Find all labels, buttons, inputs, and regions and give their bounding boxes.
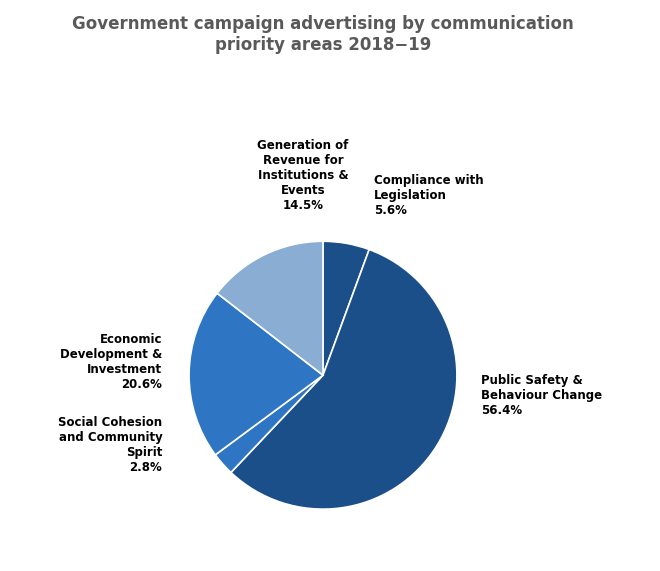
Wedge shape [217,242,323,375]
Text: Public Safety &
Behaviour Change
56.4%: Public Safety & Behaviour Change 56.4% [481,374,602,417]
Text: Social Cohesion
and Community
Spirit
2.8%: Social Cohesion and Community Spirit 2.8… [58,416,162,474]
Wedge shape [231,250,457,509]
Title: Government campaign advertising by communication
priority areas 2018−19: Government campaign advertising by commu… [72,15,574,54]
Text: Generation of
Revenue for
Institutions &
Events
14.5%: Generation of Revenue for Institutions &… [257,139,348,212]
Text: Economic
Development &
Investment
20.6%: Economic Development & Investment 20.6% [60,333,162,391]
Text: Compliance with
Legislation
5.6%: Compliance with Legislation 5.6% [374,174,484,217]
Wedge shape [215,375,323,472]
Wedge shape [323,242,369,375]
Wedge shape [189,293,323,455]
